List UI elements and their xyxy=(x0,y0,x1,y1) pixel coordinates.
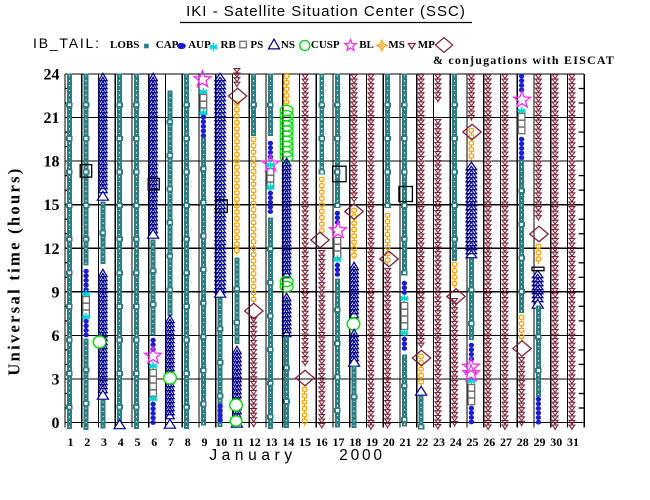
svg-text:& conjugations with EISCAT: & conjugations with EISCAT xyxy=(433,53,615,67)
svg-text:24: 24 xyxy=(450,435,462,449)
svg-text:30: 30 xyxy=(550,435,562,449)
svg-text:25: 25 xyxy=(467,435,479,449)
svg-text:2000: 2000 xyxy=(339,447,385,464)
svg-text:26: 26 xyxy=(483,435,495,449)
svg-text:7: 7 xyxy=(168,435,174,449)
svg-text:IB_TAIL:: IB_TAIL: xyxy=(33,35,101,51)
svg-text:28: 28 xyxy=(517,435,529,449)
svg-text:9: 9 xyxy=(202,435,208,449)
svg-text:3: 3 xyxy=(52,371,60,388)
svg-text:CAP: CAP xyxy=(156,39,179,51)
svg-text:1: 1 xyxy=(68,435,74,449)
svg-text:MP: MP xyxy=(418,39,435,51)
svg-text:29: 29 xyxy=(534,435,546,449)
svg-text:31: 31 xyxy=(567,435,579,449)
svg-text:19: 19 xyxy=(366,435,378,449)
svg-text:0: 0 xyxy=(52,415,60,432)
svg-text:4: 4 xyxy=(118,435,124,449)
svg-text:16: 16 xyxy=(316,435,328,449)
svg-text:12: 12 xyxy=(44,241,60,258)
svg-text:IKI - Satellite Situation Cent: IKI - Satellite Situation Center (SSC) xyxy=(186,3,466,20)
svg-text:6: 6 xyxy=(52,328,60,345)
svg-text:10: 10 xyxy=(215,435,227,449)
svg-text:18: 18 xyxy=(349,435,361,449)
svg-text:2: 2 xyxy=(84,435,90,449)
svg-text:13: 13 xyxy=(266,435,278,449)
svg-text:12: 12 xyxy=(249,435,261,449)
svg-text:21: 21 xyxy=(400,435,412,449)
svg-text:5: 5 xyxy=(135,435,141,449)
svg-text:CUSP: CUSP xyxy=(311,39,340,51)
svg-text:20: 20 xyxy=(383,435,395,449)
svg-text:8: 8 xyxy=(185,435,191,449)
svg-text:23: 23 xyxy=(433,435,445,449)
svg-text:9: 9 xyxy=(52,284,60,301)
svg-text:LOBS: LOBS xyxy=(110,39,139,51)
svg-text:RB: RB xyxy=(221,39,237,51)
svg-text:6: 6 xyxy=(151,435,157,449)
svg-text:January: January xyxy=(209,447,296,464)
svg-text:NS: NS xyxy=(281,39,295,51)
svg-text:15: 15 xyxy=(299,435,311,449)
svg-text:BL: BL xyxy=(359,39,374,51)
svg-text:MS: MS xyxy=(388,39,405,51)
svg-text:PS: PS xyxy=(250,39,263,51)
svg-text:11: 11 xyxy=(232,435,243,449)
svg-text:27: 27 xyxy=(500,435,512,449)
svg-text:15: 15 xyxy=(44,197,60,214)
svg-text:21: 21 xyxy=(44,110,60,127)
svg-text:3: 3 xyxy=(101,435,107,449)
svg-text:22: 22 xyxy=(416,435,428,449)
svg-text:18: 18 xyxy=(44,154,60,171)
svg-text:24: 24 xyxy=(44,67,60,84)
svg-text:17: 17 xyxy=(333,435,345,449)
svg-text:AUP: AUP xyxy=(188,39,211,51)
svg-text:Universal time (hours): Universal time (hours) xyxy=(5,166,24,375)
svg-text:14: 14 xyxy=(282,435,294,449)
